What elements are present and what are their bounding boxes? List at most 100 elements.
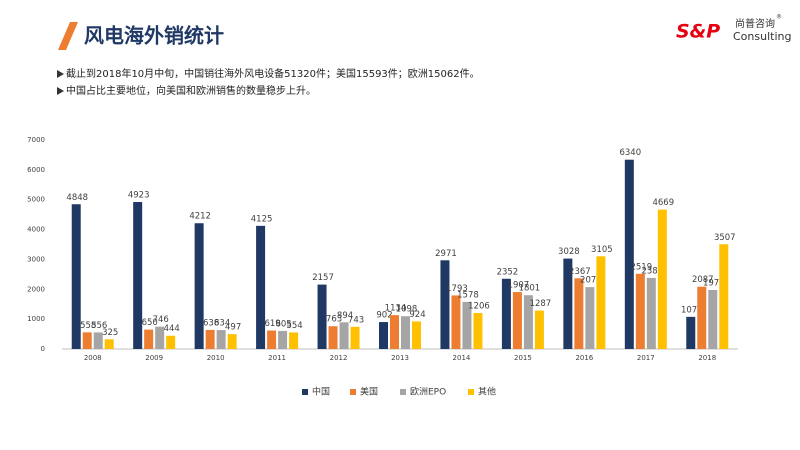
x-tick-label: 2018	[698, 354, 716, 362]
bar	[574, 278, 584, 349]
y-tick-label: 6000	[27, 166, 45, 174]
value-label: 497	[225, 323, 241, 333]
bar	[379, 322, 388, 349]
legend-label: 美国	[360, 386, 378, 398]
value-label: 2157	[312, 273, 334, 283]
bar	[71, 204, 81, 349]
value-label: 1077	[681, 305, 703, 315]
value-label: 4848	[66, 193, 88, 203]
bar	[401, 316, 410, 349]
value-label: 6340	[619, 148, 641, 158]
y-tick-label: 3000	[27, 255, 45, 263]
bar	[82, 332, 92, 349]
bullet: 中国占比主要地位，向美国和欧洲销售的数量稳步上升。	[66, 84, 316, 97]
bar	[194, 223, 204, 349]
logo-cn: 尚普咨询	[735, 17, 775, 30]
bar	[462, 301, 472, 349]
bar	[719, 244, 729, 349]
value-label: 924	[409, 310, 425, 320]
y-tick-label: 5000	[27, 196, 45, 204]
value-label: 1098	[396, 305, 418, 315]
logo-reg: ®	[776, 14, 782, 21]
legend-swatch	[350, 389, 356, 395]
bar	[328, 326, 338, 349]
y-tick-label: 4000	[27, 226, 45, 234]
bar	[412, 321, 421, 349]
value-label: 1793	[446, 284, 468, 294]
value-label: 3028	[558, 247, 580, 257]
x-tick-label: 2011	[268, 354, 286, 362]
value-label: 763	[326, 315, 342, 325]
bar	[697, 286, 707, 349]
value-label: 3507	[714, 233, 736, 243]
legend-swatch	[302, 389, 308, 395]
y-tick-label: 0	[41, 345, 45, 353]
value-label: 1578	[457, 290, 479, 300]
value-label: 4212	[189, 212, 211, 222]
x-tick-label: 2013	[391, 354, 409, 362]
bar	[451, 295, 461, 349]
value-label: 650	[142, 318, 158, 328]
value-label: 1134	[385, 304, 407, 314]
legend-label: 其他	[478, 386, 496, 398]
value-label: 2971	[435, 249, 457, 259]
bar	[440, 260, 450, 349]
x-tick-label: 2010	[207, 354, 225, 362]
bar	[708, 290, 718, 349]
bar	[133, 202, 143, 349]
x-tick-label: 2016	[575, 354, 593, 362]
value-label: 2352	[497, 267, 519, 277]
x-tick-label: 2012	[330, 354, 348, 362]
value-label: 2367	[569, 267, 591, 277]
bar	[256, 225, 266, 349]
bar	[166, 335, 176, 349]
y-tick-label: 1000	[27, 315, 45, 323]
value-label: 444	[164, 324, 180, 334]
legend-swatch	[468, 389, 474, 395]
x-tick-label: 2017	[637, 354, 655, 362]
bar	[624, 159, 634, 349]
value-label: 1801	[519, 284, 541, 294]
value-label: 2381	[641, 266, 663, 276]
logo-mark: S&P	[676, 21, 720, 43]
value-label: 746	[153, 315, 169, 325]
bullet-arrow	[57, 70, 64, 78]
bar	[473, 312, 483, 349]
value-label: 325	[102, 328, 118, 338]
value-label: 638	[203, 318, 219, 328]
bar	[339, 322, 349, 349]
legend-label: 欧洲EPO	[410, 386, 446, 398]
bar	[390, 315, 399, 349]
x-tick-label: 2008	[84, 354, 102, 362]
x-tick-label: 2014	[453, 354, 471, 362]
bar	[289, 332, 299, 349]
value-label: 2087	[692, 275, 714, 285]
bar	[216, 330, 226, 349]
bar	[534, 310, 544, 349]
value-label: 2072	[580, 276, 602, 286]
slide-title: 风电海外销统计	[84, 24, 224, 48]
x-tick-label: 2009	[145, 354, 163, 362]
value-label: 894	[337, 311, 353, 321]
bar	[104, 339, 114, 349]
value-label: 4669	[652, 198, 674, 208]
value-label: 4125	[251, 214, 273, 224]
bar	[523, 295, 533, 349]
logo-en: Consulting	[733, 30, 791, 43]
bar	[596, 256, 606, 349]
bar	[686, 316, 696, 349]
chart: 0 1000 2000 3000 4000 5000 6000 7000 2008 4848 558…	[27, 136, 738, 398]
bar	[635, 273, 645, 349]
value-label: 902	[376, 311, 392, 321]
y-tick-label: 2000	[27, 285, 45, 293]
bar	[512, 292, 522, 349]
bullet: 截止到2018年10月中旬，中国销往海外风电设备51320件；美国15593件；…	[66, 67, 480, 80]
value-label: 558	[80, 321, 96, 331]
value-label: 3105	[591, 245, 613, 255]
bullet-arrow	[57, 87, 64, 95]
bar	[317, 284, 327, 349]
value-label: 605	[275, 319, 291, 329]
bar	[93, 332, 103, 349]
